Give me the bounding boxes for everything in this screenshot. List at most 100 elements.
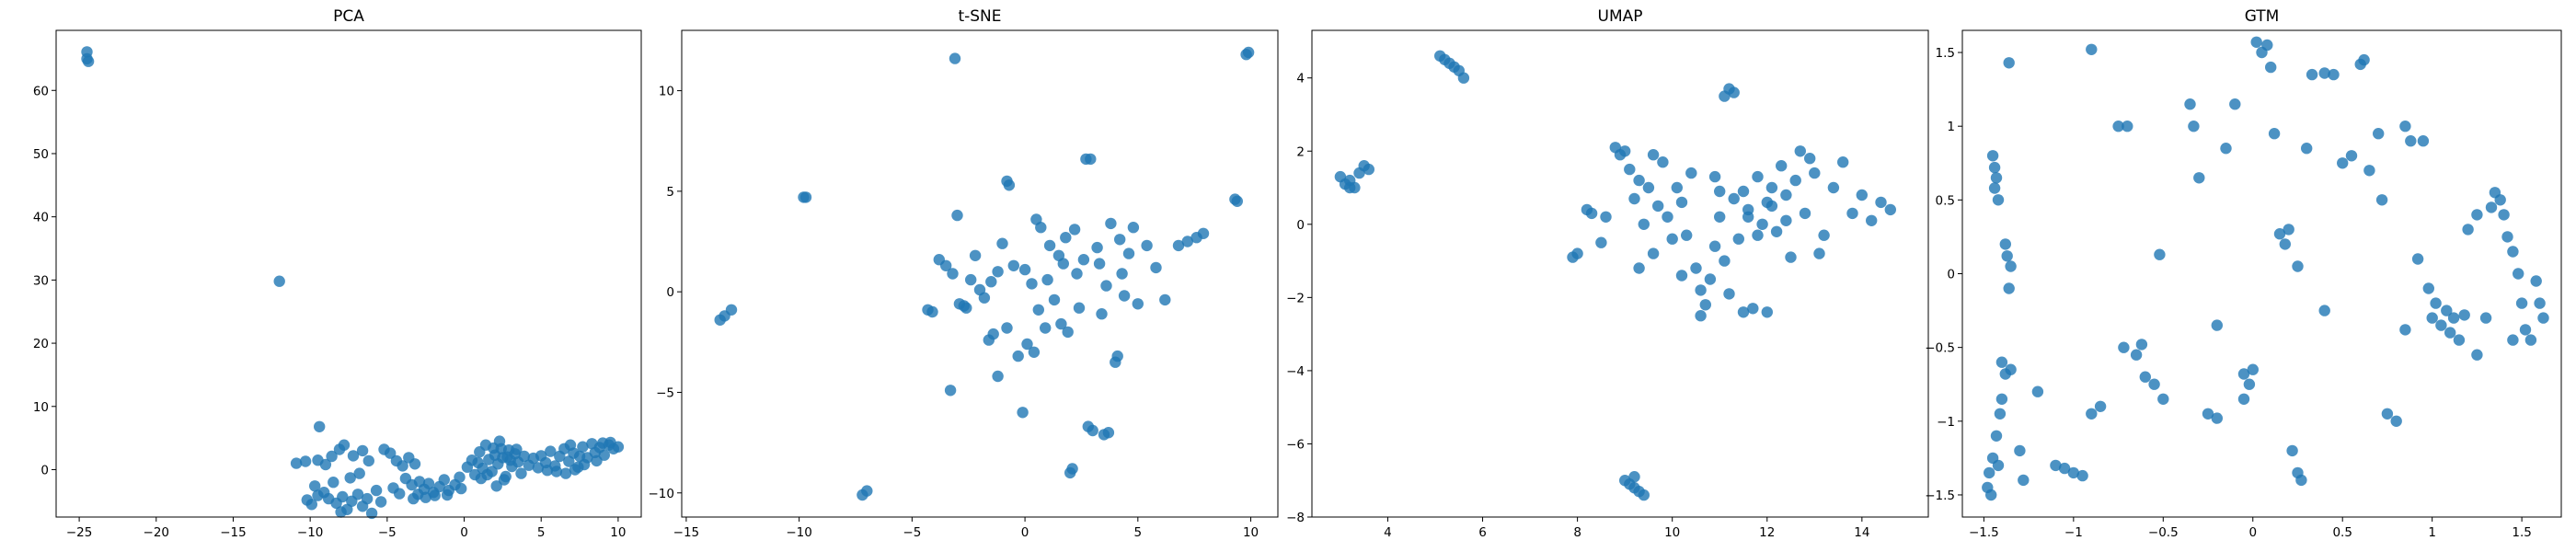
chart-panel-pca: PCA −25 −20 −15 −10 −5 0 5 10 0 10 20 30 40 50 60 [33, 7, 642, 540]
data-point [1995, 393, 2008, 405]
data-point [2086, 408, 2098, 420]
data-point [1100, 280, 1112, 292]
data-point [1057, 258, 1070, 270]
x-tick-label: −1.5 [1969, 525, 1999, 540]
data-point [2250, 36, 2262, 48]
chart-panel-umap: UMAP 4 6 8 10 12 14 −8 −6 −4 −2 0 2 4 [1286, 7, 1929, 540]
data-point [2524, 334, 2537, 346]
x-tick-label: 10 [610, 525, 626, 540]
y-tick-label: 0 [666, 285, 674, 300]
data-point [1789, 174, 1801, 187]
scatter-points [714, 46, 1255, 501]
y-tick-label: 2 [1296, 144, 1305, 159]
data-point [541, 465, 554, 477]
x-tick-label: 0.5 [2332, 525, 2352, 540]
data-point [515, 467, 527, 479]
chart-title: PCA [333, 7, 364, 26]
data-point [2328, 68, 2340, 81]
data-point [1060, 232, 1072, 244]
scatter-points [81, 46, 625, 520]
data-point [1737, 185, 1750, 198]
data-point [2067, 466, 2079, 479]
x-tick-label: −15 [673, 525, 700, 540]
chart-title: UMAP [1598, 7, 1643, 26]
data-point [2237, 368, 2250, 380]
data-point [1116, 268, 1128, 280]
y-tick-label: −5 [656, 385, 674, 400]
data-point [2229, 98, 2241, 110]
data-point [1995, 356, 2008, 368]
data-point [511, 443, 523, 455]
data-point [2050, 459, 2062, 472]
y-tick-label: 0 [1947, 268, 1955, 282]
data-point [1633, 174, 1645, 187]
y-tick-label: 5 [666, 185, 674, 200]
data-point [604, 436, 616, 449]
y-tick-label: −2 [1286, 291, 1305, 305]
data-point [299, 455, 312, 467]
data-point [309, 480, 321, 492]
data-point [1040, 322, 1052, 334]
data-point [2139, 371, 2151, 383]
data-point [1728, 192, 1740, 205]
data-point [550, 466, 563, 477]
data-point [1062, 326, 1074, 339]
data-point [438, 474, 450, 486]
data-point [2220, 143, 2232, 155]
data-point [498, 474, 511, 486]
plot-frame [681, 29, 1279, 518]
y-tick-label: 20 [33, 337, 49, 351]
chart-panel-t-sne: t-SNE −15 −10 −5 0 5 10 −10 −5 0 5 10 [649, 7, 1279, 540]
data-point [1021, 338, 1033, 351]
data-point [2479, 312, 2492, 324]
data-point [2507, 246, 2519, 258]
data-point [2441, 305, 2453, 316]
data-point [2471, 209, 2483, 221]
x-tick-label: −10 [786, 525, 812, 540]
data-point [1723, 288, 1735, 300]
y-tick-label: 30 [33, 273, 49, 288]
data-point [1780, 214, 1792, 226]
data-point [2537, 312, 2549, 324]
data-point [1638, 218, 1650, 230]
data-point [2417, 135, 2430, 147]
data-point [1708, 170, 1721, 183]
x-tick-label: 5 [1134, 525, 1143, 540]
data-point [2018, 474, 2030, 487]
data-point [2507, 334, 2519, 346]
x-tick-label: 4 [1384, 525, 1392, 540]
data-point [455, 482, 467, 495]
data-point [344, 472, 356, 484]
data-point [1197, 227, 1210, 239]
data-point [2501, 231, 2513, 243]
y-tick-label: −6 [1286, 437, 1305, 452]
data-point [1809, 167, 1821, 179]
data-point [1752, 229, 1764, 241]
data-point [1624, 163, 1636, 176]
data-point [2112, 121, 2124, 132]
data-point [2498, 209, 2510, 221]
data-point [1150, 261, 1162, 274]
data-point [1875, 196, 1887, 209]
data-point [472, 456, 484, 469]
data-point [1017, 407, 1029, 419]
data-point [481, 468, 493, 481]
y-tick-label: 10 [33, 400, 49, 415]
data-point [944, 385, 957, 397]
data-point [2003, 57, 2015, 69]
data-point [2237, 393, 2250, 405]
data-point [992, 266, 1004, 278]
data-point [1457, 72, 1470, 84]
data-point [370, 484, 383, 497]
y-tick-label: 40 [33, 211, 49, 225]
data-point [1984, 466, 1995, 479]
x-tick-label: −1 [2064, 525, 2083, 540]
data-point [1096, 308, 1108, 320]
x-tick-label: 10 [1243, 525, 1259, 540]
x-tick-label: 1.5 [2512, 525, 2531, 540]
data-point [1799, 207, 1811, 220]
x-tick-label: 14 [1854, 525, 1869, 540]
data-point [1003, 179, 1016, 191]
data-point [1071, 268, 1083, 280]
data-point [1794, 145, 1807, 157]
